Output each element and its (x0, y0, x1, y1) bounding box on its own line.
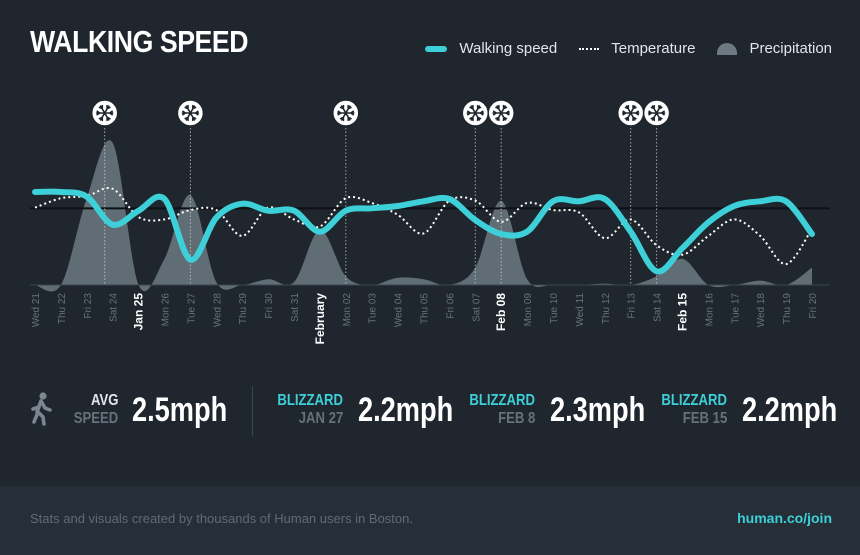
x-tick-label: Fri 06 (445, 293, 456, 319)
avg-speed-label-1: AVG (90, 392, 118, 409)
x-tick-label: Fri 13 (627, 293, 638, 319)
stats-divider (252, 386, 253, 436)
x-tick-label: Sat 31 (290, 293, 301, 322)
x-tick-label: Feb 15 (676, 293, 690, 331)
stats-bar: AVG SPEED 2.5mph BLIZZARD JAN 27 2.2mph … (0, 380, 860, 440)
walking-speed-line (32, 188, 815, 275)
x-tick-label: Thu 12 (601, 293, 612, 325)
snowflake-glyph-icon (337, 104, 355, 122)
blizzard-3-value: 2.2mph (742, 391, 838, 429)
x-tick-label: Thu 22 (57, 293, 68, 325)
x-tick-label: Wed 04 (394, 293, 405, 328)
precipitation-swatch-icon (717, 42, 738, 55)
blizzard-1-date: JAN 27 (298, 410, 343, 427)
legend-walking-speed: Walking speed (425, 40, 557, 57)
blizzard-1-value: 2.2mph (358, 391, 454, 429)
x-tick-label: Fri 30 (264, 293, 275, 319)
x-tick-label: Wed 11 (575, 293, 586, 327)
x-tick-label: Sat 07 (471, 293, 482, 322)
snowflake-glyph-icon (95, 104, 114, 122)
footer-credit: Stats and visuals created by thousands o… (30, 511, 413, 526)
legend-precipitation-label: Precipitation (749, 40, 832, 57)
temperature-swatch-icon (579, 47, 600, 50)
x-tick-label: Feb 08 (494, 293, 508, 331)
snowflake-glyph-icon (621, 104, 640, 122)
legend-temperature: Temperature (579, 40, 695, 57)
x-tick-label: Jan 25 (132, 293, 146, 331)
x-tick-label: Mon 02 (342, 293, 353, 327)
x-tick-label: Thu 19 (782, 293, 793, 325)
x-tick-label: February (313, 293, 327, 345)
x-tick-label: Wed 18 (756, 293, 767, 328)
temperature-line (34, 187, 813, 266)
blizzard-1-label: BLIZZARD (277, 392, 343, 409)
x-tick-label: Wed 21 (31, 293, 42, 328)
precipitation-area (35, 140, 812, 292)
legend-precipitation: Precipitation (717, 40, 832, 57)
walking-speed-chart: Wed 21 Thu 22 Fri 23 Sat 24 Jan 25 Mon 26 Tue … (30, 99, 830, 345)
blizzard-3-date: FEB 15 (682, 410, 727, 427)
legend-walking-speed-label: Walking speed (459, 40, 558, 57)
chart-legend: Walking speed Temperature Precipitation (425, 40, 832, 57)
walking-person-icon (31, 392, 52, 426)
snowflake-glyph-icon (492, 104, 510, 122)
x-tick-label: Fri 23 (83, 293, 94, 319)
x-tick-label: Thu 05 (420, 293, 431, 325)
avg-speed-label-2: SPEED (73, 410, 118, 427)
x-tick-label: Tue 17 (730, 293, 741, 324)
x-tick-label: Thu 29 (238, 293, 249, 325)
x-tick-label: Tue 10 (549, 293, 560, 324)
blizzard-2-value: 2.3mph (550, 391, 646, 429)
avg-speed-value: 2.5mph (132, 391, 228, 429)
blizzard-3-label: BLIZZARD (661, 392, 727, 409)
snowflake-glyph-icon (647, 104, 666, 122)
snowflake-glyph-icon (466, 104, 485, 122)
x-tick-label: Tue 27 (186, 293, 197, 324)
page-title: WALKING SPEED (30, 24, 249, 59)
x-tick-label: Fri 20 (808, 293, 819, 319)
footer: Stats and visuals created by thousands o… (0, 486, 860, 555)
x-tick-label: Mon 16 (704, 293, 715, 327)
legend-temperature-label: Temperature (611, 40, 696, 57)
x-tick-label: Sat 24 (109, 293, 120, 322)
blizzard-2-label: BLIZZARD (469, 392, 535, 409)
x-tick-label: Sat 14 (653, 293, 664, 322)
x-tick-label: Tue 03 (368, 293, 379, 324)
blizzard-2-date: FEB 8 (497, 410, 535, 427)
x-tick-label: Mon 09 (523, 293, 534, 327)
x-tick-label: Wed 28 (212, 293, 223, 328)
snowflake-glyph-icon (181, 104, 200, 122)
walking-speed-swatch-icon (425, 45, 448, 52)
footer-link[interactable]: human.co/join (737, 510, 832, 526)
x-tick-label: Mon 26 (161, 293, 172, 327)
